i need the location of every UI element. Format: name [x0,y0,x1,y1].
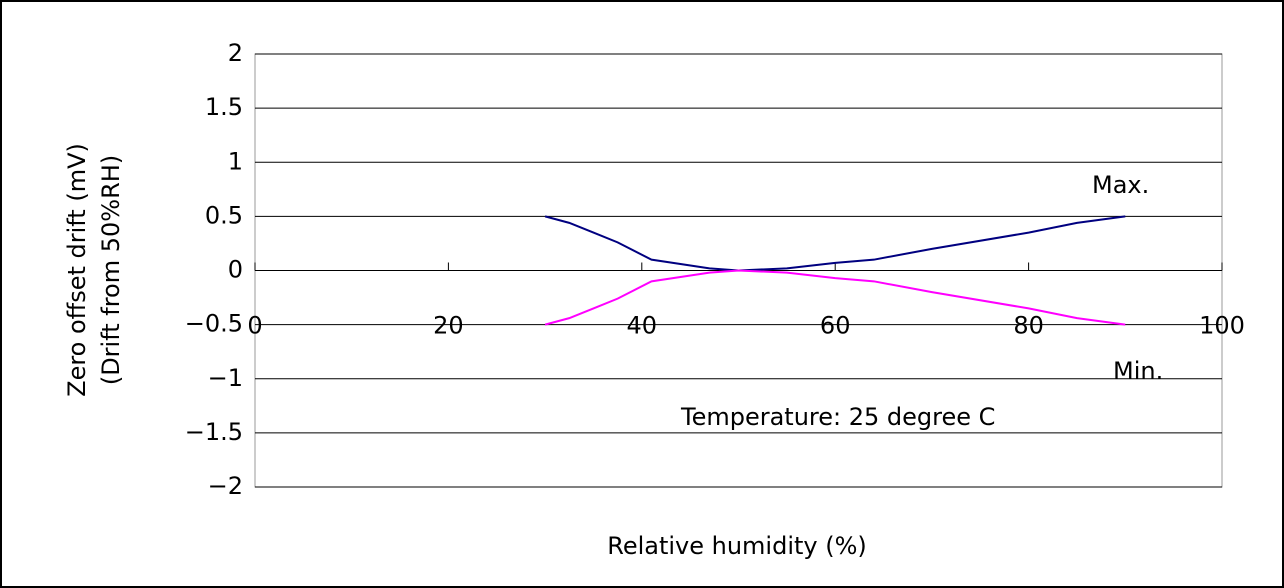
x-tick-label: 40 [627,312,658,340]
x-tick-label: 60 [820,312,851,340]
y-tick-label: 0.5 [205,201,243,229]
annotation: Temperature: 25 degree C [680,403,995,431]
x-tick-label: 0 [247,312,262,340]
y-tick-label: −1.5 [185,418,243,446]
series-line [544,215,1126,272]
y-axis-subtitle: (Drift from 50%RH) [97,155,125,385]
y-tick-label: 0 [228,256,243,284]
y-tick-label: −1 [208,364,243,392]
x-tick-label: 80 [1013,312,1044,340]
y-tick-label: 1.5 [205,93,243,121]
y-axis-title: Zero offset drift (mV) [63,143,91,397]
x-axis-title: Relative humidity (%) [607,532,867,560]
annotation: Max. [1092,171,1149,199]
series-line [544,269,1126,326]
y-tick-label: 2 [228,39,243,67]
y-tick-label: −0.5 [185,310,243,338]
y-tick-label: 1 [228,147,243,175]
annotation: Min. [1113,357,1163,385]
y-tick-label: −2 [208,472,243,500]
x-tick-label: 100 [1199,312,1245,340]
x-tick-label: 20 [433,312,464,340]
